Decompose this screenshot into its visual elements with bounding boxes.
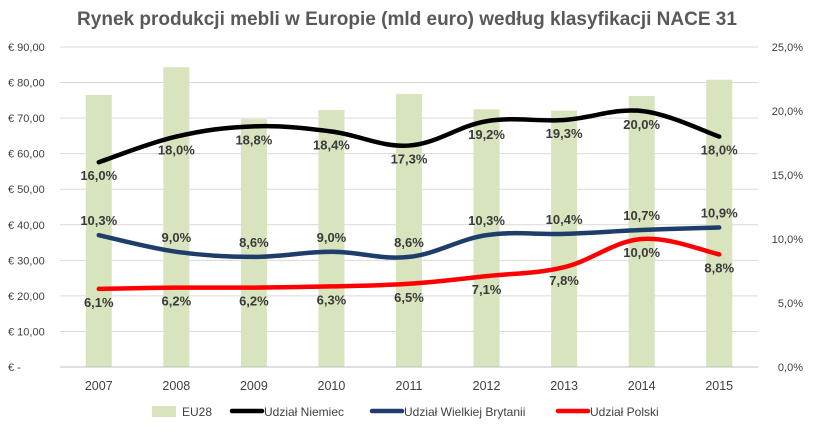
x-axis-tick-label: 2007 <box>85 379 113 393</box>
legend-label-udzia-polski: Udział Polski <box>590 405 659 419</box>
left-axis-tick-label: € 70,00 <box>8 113 45 125</box>
data-label-udzia-niemiec: 18,8% <box>235 132 272 147</box>
bar-eu28 <box>396 93 422 367</box>
left-axis-tick-label: € 40,00 <box>8 220 45 232</box>
data-label-udzia-polski: 6,2% <box>239 294 269 309</box>
x-axis-tick-label: 2010 <box>318 379 346 393</box>
data-label-udzia-niemiec: 18,0% <box>701 143 738 158</box>
bar-eu28 <box>706 79 733 367</box>
right-axis-tick-label: 25,0% <box>772 42 803 54</box>
axes: € - € 10,00 € 20,00 € 30,00 € 40,00 € 50,00 € … <box>8 42 803 393</box>
left-axis-tick-label: € 20,00 <box>8 291 45 303</box>
bar-eu28 <box>85 95 112 367</box>
legend-label-eu28: EU28 <box>182 405 212 419</box>
left-axis-tick-label: € 60,00 <box>8 149 45 161</box>
left-axis-tick-label: € 10,00 <box>8 326 45 338</box>
data-label-udzia-polski: 6,1% <box>84 295 114 310</box>
data-label-udzia-wielkiej-brytanii: 8,6% <box>394 235 424 250</box>
data-label-udzia-wielkiej-brytanii: 9,0% <box>162 230 192 245</box>
data-labels: 16,0% 18,0% 18,8% 18,4% 17,3% 19,2% 19,3% 20,0%… <box>80 117 738 310</box>
data-label-udzia-niemiec: 20,0% <box>623 117 660 132</box>
line-udzia-niemiec <box>96 108 722 165</box>
data-label-udzia-wielkiej-brytanii: 9,0% <box>317 230 347 245</box>
x-axis-tick-label: 2014 <box>628 379 656 393</box>
right-axis-tick-label: 0,0% <box>778 362 803 374</box>
data-label-udzia-polski: 7,1% <box>472 282 502 297</box>
data-label-udzia-wielkiej-brytanii: 10,3% <box>468 213 505 228</box>
right-axis-tick-label: 10,0% <box>772 234 803 246</box>
data-label-udzia-niemiec: 16,0% <box>80 168 117 183</box>
data-label-udzia-niemiec: 19,3% <box>546 126 583 141</box>
data-label-udzia-niemiec: 19,2% <box>468 127 505 142</box>
left-axis-tick-label: € 50,00 <box>8 184 45 196</box>
x-axis-tick-label: 2009 <box>240 379 268 393</box>
data-label-udzia-wielkiej-brytanii: 10,3% <box>80 213 117 228</box>
bar-eu28 <box>318 109 345 367</box>
data-label-udzia-polski: 6,5% <box>394 290 424 305</box>
right-axis-tick-label: 20,0% <box>772 106 803 118</box>
bar-eu28 <box>240 119 267 367</box>
left-axis-tick-label: € - <box>8 362 21 374</box>
legend: EU28 Udział Niemiec Udział Wielkiej Brytan… <box>152 405 659 419</box>
data-label-udzia-polski: 7,8% <box>549 273 579 288</box>
line-udzia-polski <box>96 236 722 292</box>
bar-eu28 <box>163 67 190 368</box>
data-label-udzia-polski: 8,8% <box>704 260 734 275</box>
data-label-udzia-polski: 10,0% <box>623 245 660 260</box>
left-axis-tick-label: € 30,00 <box>8 255 45 267</box>
data-label-udzia-wielkiej-brytanii: 10,4% <box>546 212 583 227</box>
legend-marker-eu28 <box>152 406 176 417</box>
legend-label-udzia-wielkiej-brytanii: Udział Wielkiej Brytanii <box>404 405 525 419</box>
chart-title: Rynek produkcji mebli w Europie (mld eur… <box>77 9 737 30</box>
right-axis-tick-label: 15,0% <box>772 170 803 182</box>
x-axis-tick-label: 2011 <box>396 379 423 393</box>
data-label-udzia-polski: 6,2% <box>162 294 192 309</box>
line-udzia-wielkiej-brytanii <box>96 225 722 260</box>
data-label-udzia-niemiec: 18,4% <box>313 137 350 152</box>
data-label-udzia-wielkiej-brytanii: 8,6% <box>239 235 269 250</box>
data-label-udzia-wielkiej-brytanii: 10,9% <box>701 205 738 220</box>
data-label-udzia-niemiec: 18,0% <box>158 143 195 158</box>
data-label-udzia-niemiec: 17,3% <box>391 152 428 167</box>
data-label-udzia-wielkiej-brytanii: 10,7% <box>623 208 660 223</box>
x-axis-tick-label: 2013 <box>550 379 578 393</box>
x-axis-tick-label: 2008 <box>162 379 190 393</box>
x-axis-tick-label: 2015 <box>705 379 733 393</box>
legend-label-udzia-niemiec: Udział Niemiec <box>264 405 344 419</box>
share-lines <box>96 108 722 292</box>
bar-eu28 <box>551 110 578 368</box>
data-label-udzia-polski: 6,3% <box>317 292 347 307</box>
right-axis-tick-label: 5,0% <box>778 298 803 310</box>
left-axis-tick-label: € 80,00 <box>8 78 45 90</box>
left-axis-tick-label: € 90,00 <box>8 42 45 54</box>
x-axis-tick-label: 2012 <box>473 379 501 393</box>
